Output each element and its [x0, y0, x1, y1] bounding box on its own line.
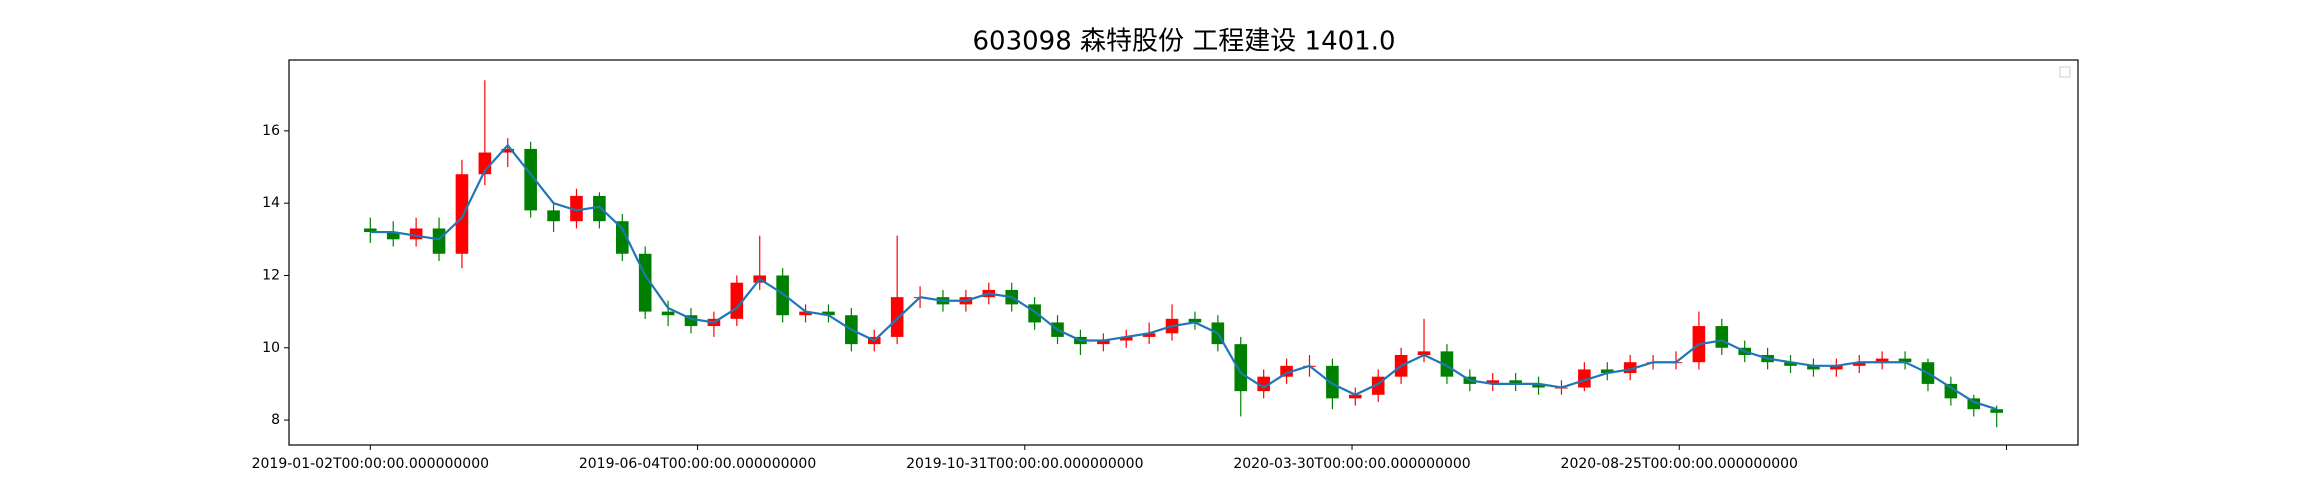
candle-body: [1257, 376, 1270, 392]
candle-body: [1990, 409, 2003, 413]
candle-body: [799, 311, 812, 316]
candle-body: [1417, 351, 1431, 355]
candle-body: [615, 221, 629, 254]
candle-body: [1578, 369, 1591, 388]
y-tick-label: 8: [271, 412, 280, 428]
candle-body: [1784, 362, 1797, 366]
moving-average-line: [370, 143, 1998, 411]
candle-body: [1509, 380, 1522, 384]
candle-body: [1440, 351, 1454, 377]
y-tick-label: 12: [262, 267, 280, 283]
candle-body: [1348, 394, 1362, 399]
candle-body: [1234, 344, 1248, 392]
candle-body: [547, 210, 560, 222]
candle-body: [684, 315, 698, 327]
x-tick-label: 2019-06-04T00:00:00.000000000: [579, 456, 816, 472]
candle-body: [1600, 369, 1614, 374]
candle-body: [1944, 383, 1958, 399]
candle-body: [501, 148, 515, 153]
candle-body: [432, 228, 446, 254]
legend: [2059, 66, 2071, 78]
chart-title: 603098 森特股份 工程建设 1401.0: [972, 27, 1395, 57]
candle-body: [386, 232, 400, 240]
candle-body: [1967, 398, 1981, 410]
candle-body: [661, 311, 675, 316]
candle-body: [1532, 383, 1545, 388]
candle-body: [1326, 365, 1339, 399]
x-tick-label: 2020-08-25T00:00:00.000000000: [1561, 456, 1798, 472]
x-tick-label: 2019-01-02T00:00:00.000000000: [252, 456, 489, 472]
candle-body: [1280, 365, 1293, 377]
candle-body: [409, 228, 423, 240]
candle-body: [1852, 362, 1866, 366]
candle-body: [1830, 365, 1843, 370]
candle-body: [1119, 336, 1133, 341]
candle-body: [1188, 318, 1202, 323]
candle-body: [1028, 304, 1041, 323]
candle-body: [890, 297, 904, 337]
candle-body: [455, 174, 469, 254]
candle-body: [570, 195, 583, 222]
candle-body: [1898, 358, 1912, 363]
candle-body: [1097, 340, 1110, 345]
candle-body: [822, 311, 835, 316]
candle-body: [478, 152, 492, 175]
candle-body: [524, 148, 537, 211]
candle-body: [1486, 380, 1500, 384]
x-tick-label: 2019-10-31T00:00:00.000000000: [906, 456, 1143, 472]
y-tick-label: 10: [262, 340, 280, 356]
plot-frame: [288, 59, 2079, 446]
candle-body: [1623, 362, 1637, 374]
candle-body: [1875, 358, 1889, 363]
x-tick-label: 2020-03-30T00:00:00.000000000: [1233, 456, 1470, 472]
candle-body: [776, 275, 789, 316]
candle-body: [1142, 333, 1156, 337]
candle-body: [1807, 365, 1820, 370]
y-tick-label: 16: [262, 123, 280, 139]
candle-body: [364, 228, 377, 233]
y-tick-label: 14: [262, 195, 280, 211]
candle-body: [1715, 326, 1729, 348]
candle-body: [593, 195, 606, 222]
